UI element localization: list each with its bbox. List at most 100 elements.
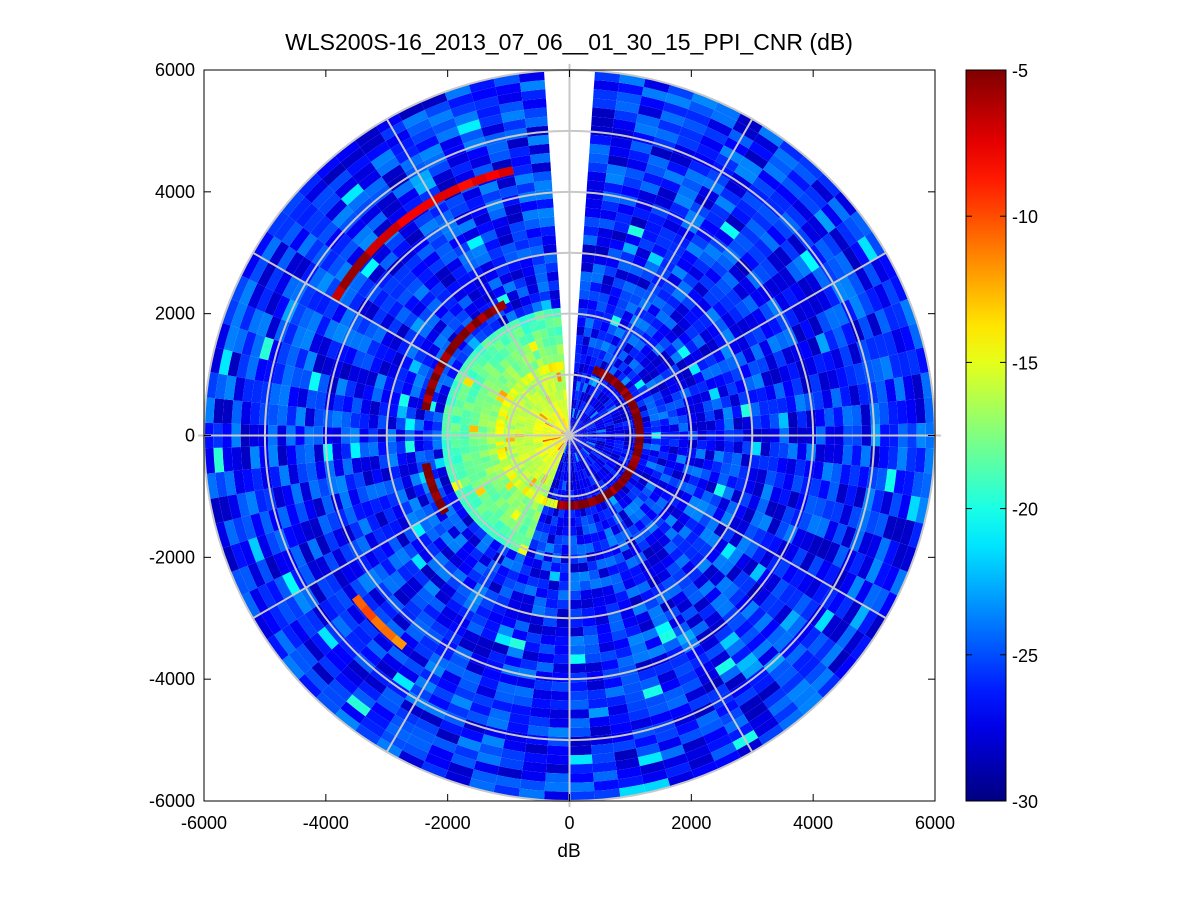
ppi-cell — [600, 209, 617, 221]
ppi-cell — [699, 328, 714, 344]
ppi-cell — [469, 154, 492, 170]
ppi-cell — [215, 471, 228, 498]
ppi-cell — [637, 491, 649, 503]
ppi-cell — [588, 396, 597, 406]
ppi-cell — [600, 341, 611, 352]
ppi-cell — [677, 447, 688, 457]
ppi-cell — [364, 321, 380, 340]
ppi-cell — [670, 351, 684, 364]
ppi-cell — [440, 545, 456, 561]
feature-cell-inner-ring — [632, 451, 642, 458]
ppi-cell — [372, 244, 392, 265]
ppi-cell — [838, 345, 854, 367]
ppi-cell — [239, 565, 258, 592]
ppi-cell — [251, 380, 264, 403]
ppi-cell — [476, 220, 495, 236]
ppi-cell — [457, 295, 473, 310]
ppi-cell — [488, 650, 507, 664]
ppi-cell — [691, 92, 719, 110]
ppi-cell — [388, 519, 404, 536]
feature-cell-inner-yellow-ring — [507, 390, 517, 399]
ppi-cell — [743, 148, 769, 170]
ppi-cell — [505, 548, 518, 561]
ppi-cell — [899, 325, 916, 352]
ppi-cell — [551, 690, 570, 701]
ppi-cell — [883, 305, 900, 331]
ppi-cell — [461, 409, 472, 418]
ppi-cell — [527, 134, 550, 146]
ppi-cell — [660, 302, 676, 317]
ppi-cell — [706, 532, 721, 548]
ppi-cell — [637, 751, 663, 767]
ppi-cell — [314, 293, 333, 316]
ppi-cell — [821, 499, 836, 521]
ppi-cell — [334, 139, 360, 163]
ppi-cell — [742, 294, 759, 313]
ppi-cell — [605, 173, 625, 186]
ppi-cell — [713, 373, 726, 388]
ppi-cell — [278, 465, 291, 487]
feature-cell-inner-yellow-ring — [502, 400, 512, 408]
feature-cell-inner-yellow-ring — [545, 497, 552, 507]
ppi-cell — [589, 725, 612, 737]
ppi-cell — [676, 598, 693, 614]
ppi-cell — [728, 613, 748, 632]
ppi-cell — [612, 396, 623, 405]
colorbar-tick-label: -25 — [1012, 646, 1038, 666]
ppi-cell — [536, 198, 554, 210]
ppi-cell — [792, 255, 812, 278]
ppi-cell — [786, 615, 808, 638]
ppi-cell — [610, 452, 621, 460]
ppi-cell — [250, 512, 266, 538]
ppi-cell — [567, 417, 569, 427]
ppi-cell — [339, 490, 353, 509]
ppi-cell — [561, 544, 570, 555]
ppi-cell — [848, 295, 866, 320]
ppi-cell — [527, 449, 537, 456]
ppi-cell — [387, 645, 409, 665]
ppi-cell — [688, 752, 715, 771]
ppi-cell — [586, 439, 597, 444]
ppi-cell — [241, 515, 257, 540]
feature-cell-inner-ring — [623, 470, 633, 479]
ppi-cell — [757, 645, 779, 667]
ppi-cell — [688, 475, 700, 487]
ppi-cell — [532, 330, 542, 341]
ppi-cell — [576, 535, 585, 545]
ppi-cell — [249, 587, 269, 614]
feature-cell-inner-yellow-ring — [495, 430, 504, 435]
ppi-cell — [419, 143, 444, 162]
ppi-cell — [866, 534, 883, 559]
ppi-cell — [541, 625, 557, 636]
ppi-cell — [627, 334, 640, 347]
ppi-cell — [602, 449, 612, 456]
ppi-cell — [469, 418, 480, 426]
ppi-cell — [596, 404, 606, 413]
ppi-cell — [578, 460, 585, 470]
ppi-cell — [755, 497, 770, 515]
x-tick-label: 0 — [564, 813, 574, 833]
ppi-cell — [682, 736, 707, 754]
ppi-cell — [272, 362, 286, 385]
ppi-cell — [230, 275, 250, 302]
ppi-cell — [432, 536, 448, 552]
ppi-cell — [605, 441, 615, 447]
ppi-cell — [415, 135, 440, 154]
feature-cell-inner-yellow-ring — [497, 451, 507, 458]
ppi-cell — [535, 521, 545, 533]
ppi-cell — [524, 584, 538, 597]
ppi-cell — [612, 739, 636, 753]
ppi-cell — [899, 519, 916, 546]
ppi-cell — [574, 390, 579, 400]
ppi-cell — [691, 393, 703, 405]
ppi-cell — [547, 487, 555, 497]
ppi-cell — [588, 290, 600, 302]
ppi-cell — [366, 639, 388, 660]
ppi-cell — [873, 283, 892, 309]
ppi-cell — [536, 502, 545, 513]
ppi-cell — [695, 448, 706, 460]
ppi-cell — [456, 469, 468, 480]
ppi-cell — [641, 373, 653, 385]
ppi-cell — [542, 436, 552, 439]
ppi-cell — [605, 439, 615, 444]
